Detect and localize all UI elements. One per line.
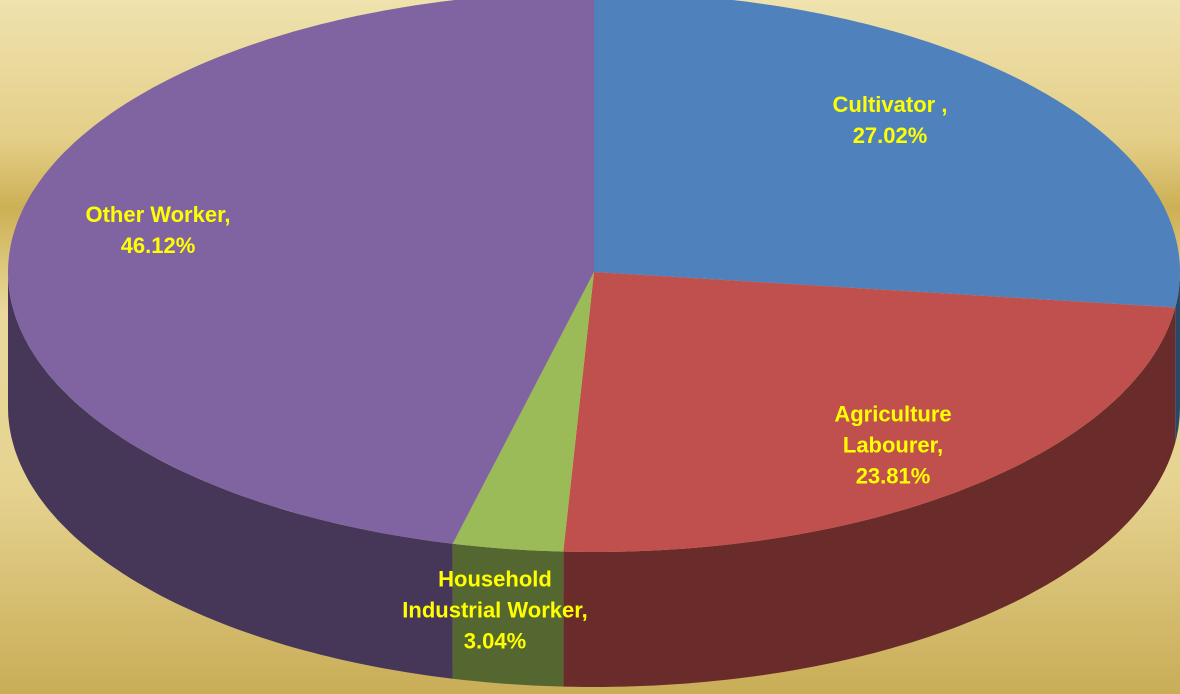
slice-side xyxy=(452,543,564,687)
slice-side xyxy=(8,272,453,679)
category-label: Cultivator , xyxy=(832,92,948,117)
value-label: 27.02% xyxy=(852,123,928,148)
category-label: Agriculture Labourer, xyxy=(834,401,952,458)
value-label: 46.12% xyxy=(120,233,196,258)
slice xyxy=(563,272,1176,552)
slice xyxy=(452,272,594,552)
data-label: Agriculture Labourer, 23.81% xyxy=(808,399,978,492)
data-label: Household Industrial Worker, 3.04% xyxy=(400,564,590,657)
category-label: Household Industrial Worker, xyxy=(402,566,588,623)
slice-side xyxy=(1175,272,1180,443)
slice xyxy=(594,0,1180,308)
slice-side xyxy=(563,307,1176,687)
data-label: Other Worker, 46.12% xyxy=(48,199,268,261)
slice xyxy=(8,0,594,544)
value-label: 23.81% xyxy=(855,463,931,489)
value-label: 3.04% xyxy=(463,628,527,654)
category-label: Other Worker, xyxy=(85,202,231,227)
data-label: Cultivator , 27.02% xyxy=(805,89,975,151)
